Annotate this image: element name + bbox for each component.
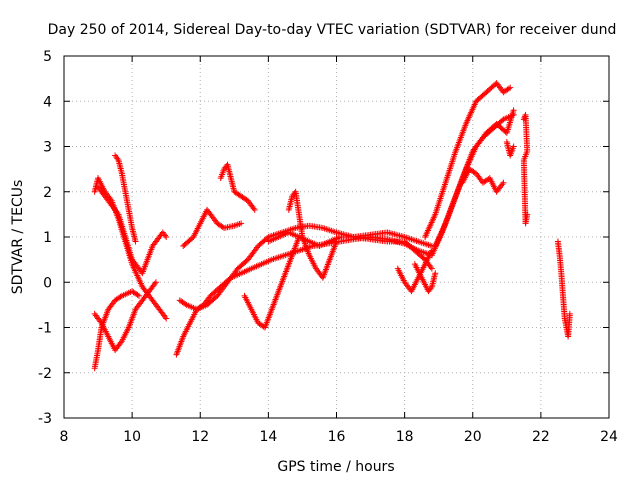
data-point <box>505 85 512 92</box>
x-tick-label: 8 <box>60 429 69 445</box>
data-point <box>566 310 573 317</box>
data-point <box>428 265 435 272</box>
x-tick-label: 20 <box>464 429 482 445</box>
x-tick-label: 24 <box>600 429 618 445</box>
x-axis-label: GPS time / hours <box>277 459 394 475</box>
data-point <box>500 179 507 186</box>
data-point <box>135 292 142 299</box>
data-point <box>132 238 139 245</box>
y-tick-label: 5 <box>43 49 52 65</box>
y-tick-label: 4 <box>43 94 52 110</box>
y-tick-label: -3 <box>38 411 52 427</box>
data-point <box>117 293 124 300</box>
y-tick-label: -1 <box>38 321 52 337</box>
data-point <box>507 84 514 91</box>
data-point <box>524 211 531 218</box>
data-point <box>251 206 258 213</box>
data-point <box>510 143 517 150</box>
data-point <box>238 220 245 227</box>
x-tick-label: 18 <box>396 429 414 445</box>
y-tick-label: 0 <box>43 275 52 291</box>
x-tick-label: 16 <box>328 429 346 445</box>
data-point <box>134 291 141 298</box>
data-point <box>152 279 159 286</box>
data-point <box>182 300 189 307</box>
chart-title: Day 250 of 2014, Sidereal Day-to-day VTE… <box>48 22 617 38</box>
data-point <box>163 234 170 240</box>
x-tick-label: 14 <box>259 429 277 445</box>
x-tick-label: 12 <box>191 429 209 445</box>
y-tick-label: 2 <box>43 185 52 201</box>
y-tick-label: 1 <box>43 230 52 246</box>
x-tick-label: 10 <box>123 429 141 445</box>
data-points <box>91 80 573 372</box>
y-tick-label: 3 <box>43 140 52 156</box>
data-point <box>510 107 517 114</box>
x-tick-label: 22 <box>532 429 550 445</box>
y-tick-label: -2 <box>38 366 52 382</box>
y-axis-label: SDTVAR / TECUs <box>10 180 26 295</box>
data-point <box>432 270 439 277</box>
data-point <box>163 315 170 322</box>
